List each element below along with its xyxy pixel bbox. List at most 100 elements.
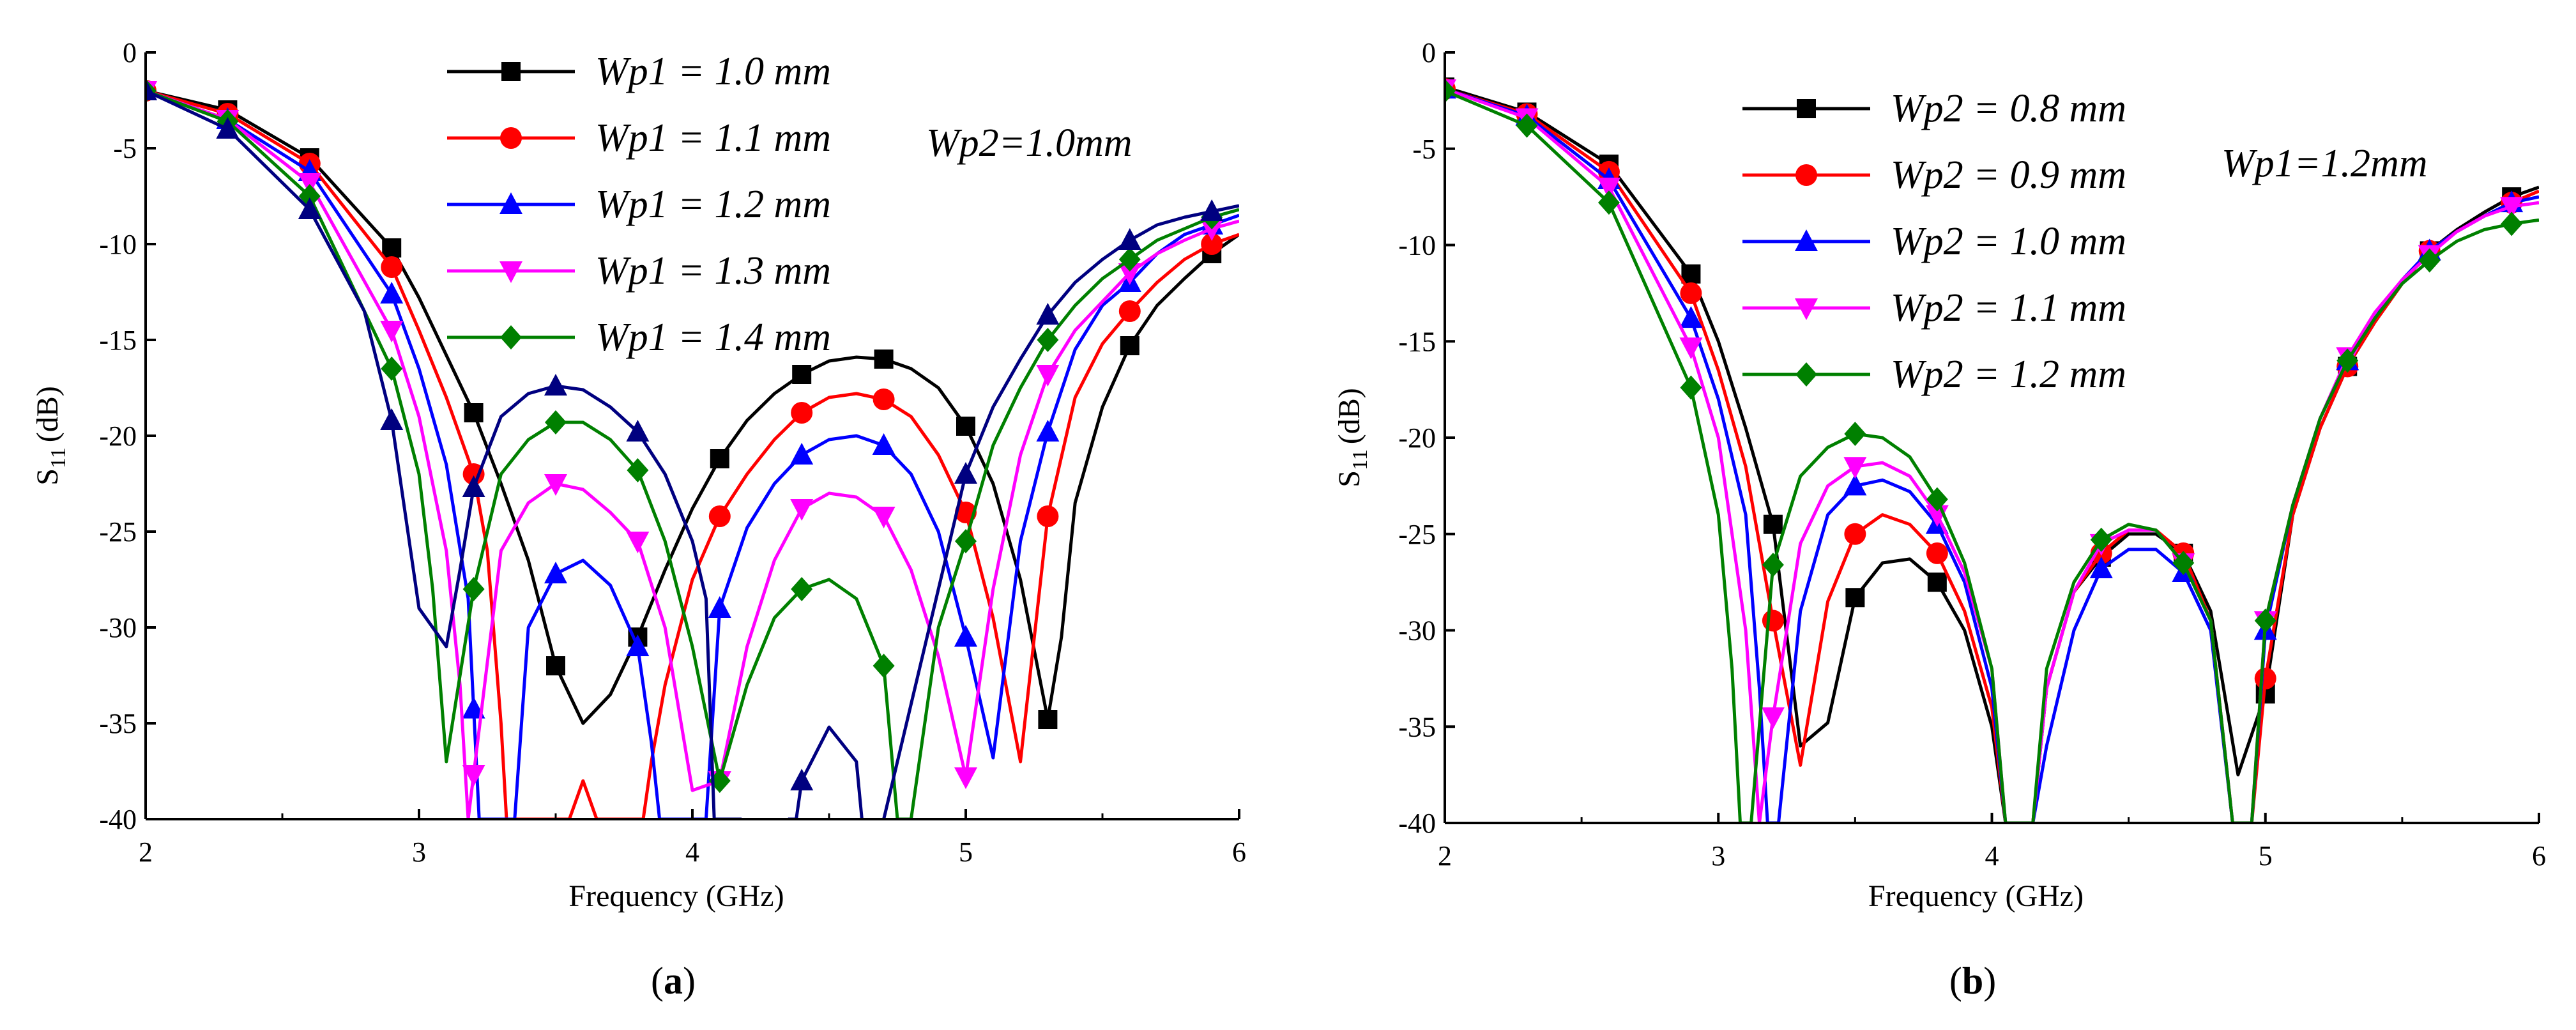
x-tick-label-4: 6 <box>1232 836 1246 868</box>
data-point-1-0-11 <box>1201 233 1223 255</box>
data-point-4-0-2 <box>1597 190 1620 215</box>
panel-label-letter: b <box>1962 960 1983 1002</box>
data-point-1-0-9 <box>2254 667 2276 689</box>
data-point-0-0-10 <box>956 417 975 436</box>
y-tick-label-6: -30 <box>1398 615 1436 647</box>
series-5 <box>146 79 1239 820</box>
plot-area <box>1445 77 2539 824</box>
y-tick-label-5: -25 <box>99 516 137 548</box>
data-point-4-0-1 <box>1516 113 1538 138</box>
panel-label-open: ( <box>1949 960 1962 1002</box>
data-point-0-0-8 <box>792 365 812 384</box>
series-line-2-0 <box>146 89 1239 820</box>
y-axis-title-sub: 11 <box>1348 449 1372 470</box>
data-point-4-0-5 <box>1844 421 1866 446</box>
legend-marker-2 <box>1795 229 1818 251</box>
series-line-5-2 <box>882 204 1239 820</box>
y-tick-label-6: -30 <box>99 612 137 643</box>
y-tick-label-8: -40 <box>99 804 137 835</box>
panel-label: (b) <box>1949 960 1996 1002</box>
series-1 <box>146 80 1239 820</box>
data-point-5-2-0 <box>954 462 977 484</box>
y-tick-label-5: -25 <box>1398 519 1436 550</box>
y-tick-label-0: 0 <box>123 37 137 68</box>
legend-label-4: Wp1 = 1.4 mm <box>595 316 831 359</box>
data-point-4-0-9 <box>873 654 895 678</box>
legend: Wp2 = 0.8 mm Wp2 = 0.9 mm Wp2 = 1.0 mm Wp2 … <box>1742 87 2126 396</box>
data-point-4-0-11 <box>2418 248 2441 273</box>
panel-label-close: ) <box>1983 960 1996 1002</box>
data-point-3-0-6 <box>626 532 650 553</box>
data-point-2-0-3 <box>1679 306 1703 328</box>
x-tick-label-0: 2 <box>139 836 153 868</box>
data-point-4-0-5 <box>545 410 567 434</box>
data-point-0-0-7 <box>710 449 729 468</box>
panel-label-letter: a <box>664 960 683 1002</box>
data-point-0-0-3 <box>1681 264 1701 284</box>
data-point-5-2-3 <box>1200 199 1224 221</box>
data-point-5-0-6 <box>626 420 650 442</box>
series-line-3-0 <box>146 89 1239 820</box>
data-point-5-0-0 <box>146 79 157 100</box>
data-point-2-0-5 <box>544 562 567 583</box>
data-point-1-0-3 <box>381 256 403 278</box>
data-point-3-0-5 <box>544 474 567 496</box>
data-point-4-0-3 <box>381 357 403 381</box>
data-point-0-0-3 <box>382 238 402 258</box>
data-point-3-0-4 <box>1761 707 1785 730</box>
y-tick-label-1: -5 <box>1412 134 1436 165</box>
data-point-5-2-2 <box>1118 228 1141 250</box>
y-tick-label-0: 0 <box>1422 37 1436 68</box>
data-point-0-0-5 <box>1845 588 1865 608</box>
y-tick-label-4: -20 <box>99 420 137 452</box>
data-point-5-0-3 <box>380 408 404 430</box>
x-axis-title: Frequency (GHz) <box>1868 879 2084 913</box>
legend-label-3: Wp1 = 1.3 mm <box>595 249 831 293</box>
data-point-1-0-6 <box>791 402 813 424</box>
y-tick-label-7: -35 <box>1398 711 1436 742</box>
legend-marker-3 <box>1795 298 1818 320</box>
data-point-3-0-9 <box>872 507 896 528</box>
annotation-text: Wp1=1.2mm <box>2222 142 2428 185</box>
legend-marker-2 <box>499 192 522 214</box>
legend-label-0: Wp2 = 0.8 mm <box>1891 87 2126 130</box>
data-point-0-0-9 <box>874 350 894 369</box>
annotation-text: Wp2=1.0mm <box>926 121 1132 165</box>
data-point-5-1-0 <box>790 769 814 790</box>
series-line-3-0 <box>1445 87 2539 824</box>
data-point-4-0-8 <box>791 577 813 601</box>
y-tick-label-7: -35 <box>99 708 137 739</box>
legend-marker-4 <box>500 325 522 350</box>
legend-marker-1 <box>500 127 522 149</box>
data-point-2-0-6 <box>2089 557 2113 579</box>
panel-b: 2 3 4 5 6 0 -5 -10 -15 -20 -25 -30 -35 -40 Frequency (… <box>1332 37 2546 1002</box>
data-point-4-0-11 <box>1037 328 1059 352</box>
data-point-2-0-10 <box>954 625 977 647</box>
legend-marker-4 <box>1795 362 1817 387</box>
data-point-4-0-3 <box>1680 375 1702 400</box>
data-point-3-0-3 <box>380 321 404 342</box>
panel-label-open: ( <box>651 960 664 1002</box>
series-line-5-0 <box>146 89 742 820</box>
data-point-5-0-1 <box>216 117 240 139</box>
data-point-3-0-10 <box>954 767 977 789</box>
legend-label-2: Wp1 = 1.2 mm <box>595 183 831 226</box>
data-point-3-0-13 <box>1200 219 1224 241</box>
data-point-1-0-10 <box>1118 300 1141 322</box>
data-point-1-0-7 <box>873 388 895 410</box>
data-point-4-0-8 <box>2172 550 2195 575</box>
data-point-3-0-5 <box>1843 457 1867 479</box>
x-tick-label-1: 3 <box>412 836 426 868</box>
data-point-1-0-5 <box>708 505 731 527</box>
y-tick-label-2: -10 <box>1398 230 1436 261</box>
data-point-4-0-12 <box>2501 211 2523 236</box>
y-axis-title-unit: (dB) <box>31 386 65 442</box>
data-point-4-0-6 <box>627 458 649 482</box>
data-point-3-0-3 <box>1679 337 1703 360</box>
data-point-2-0-9 <box>872 433 896 455</box>
data-point-4-0-4 <box>462 577 485 601</box>
data-point-4-0-12 <box>1118 247 1141 272</box>
data-point-2-0-4 <box>462 696 485 719</box>
y-tick-label-2: -10 <box>99 229 137 260</box>
data-point-4-0-7 <box>2090 527 2112 552</box>
